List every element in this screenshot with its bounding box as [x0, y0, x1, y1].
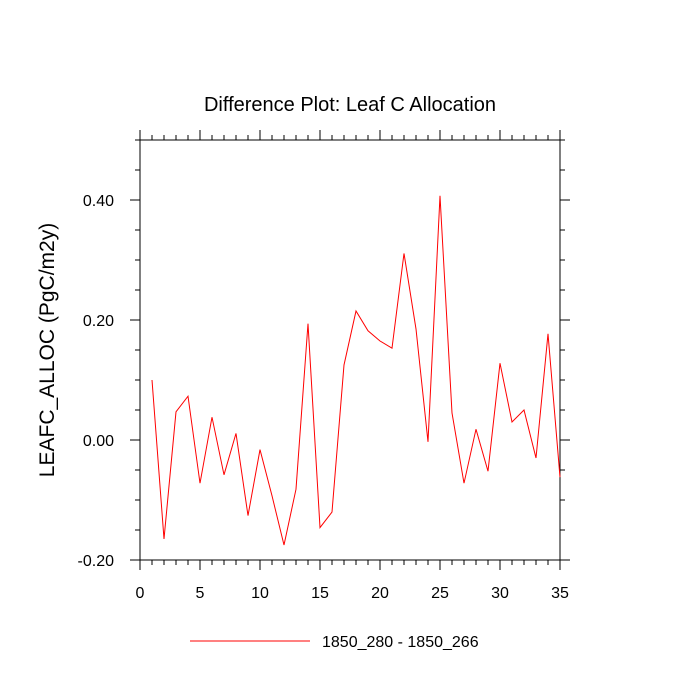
axis-ticks — [130, 130, 570, 570]
x-tick-label: 25 — [431, 585, 449, 602]
chart-title: Difference Plot: Leaf C Allocation — [204, 94, 496, 116]
y-tick-label: 0.40 — [83, 193, 114, 210]
x-tick-label: 15 — [311, 585, 329, 602]
x-tick-label: 5 — [196, 585, 205, 602]
x-tick-label: 0 — [136, 585, 145, 602]
axis-tick-labels: 0 5 10 15 20 25 30 35 -0.20 0.00 0.20 0.40 — [78, 193, 569, 602]
x-tick-label: 35 — [551, 585, 569, 602]
data-series — [151, 195, 561, 546]
y-axis-label: LEAFC_ALLOC (PgC/m2y) — [36, 223, 59, 477]
x-tick-label: 10 — [251, 585, 269, 602]
x-tick-label: 30 — [491, 585, 509, 602]
y-tick-label: 0.20 — [83, 313, 114, 330]
legend-entry-label: 1850_280 - 1850_266 — [322, 634, 479, 651]
plot-frame — [139, 139, 561, 561]
x-tick-label: 20 — [371, 585, 389, 602]
y-tick-label: 0.00 — [83, 433, 114, 450]
series-line — [151, 195, 561, 546]
y-tick-label: -0.20 — [78, 553, 115, 570]
legend: 1850_280 - 1850_266 — [190, 634, 479, 651]
